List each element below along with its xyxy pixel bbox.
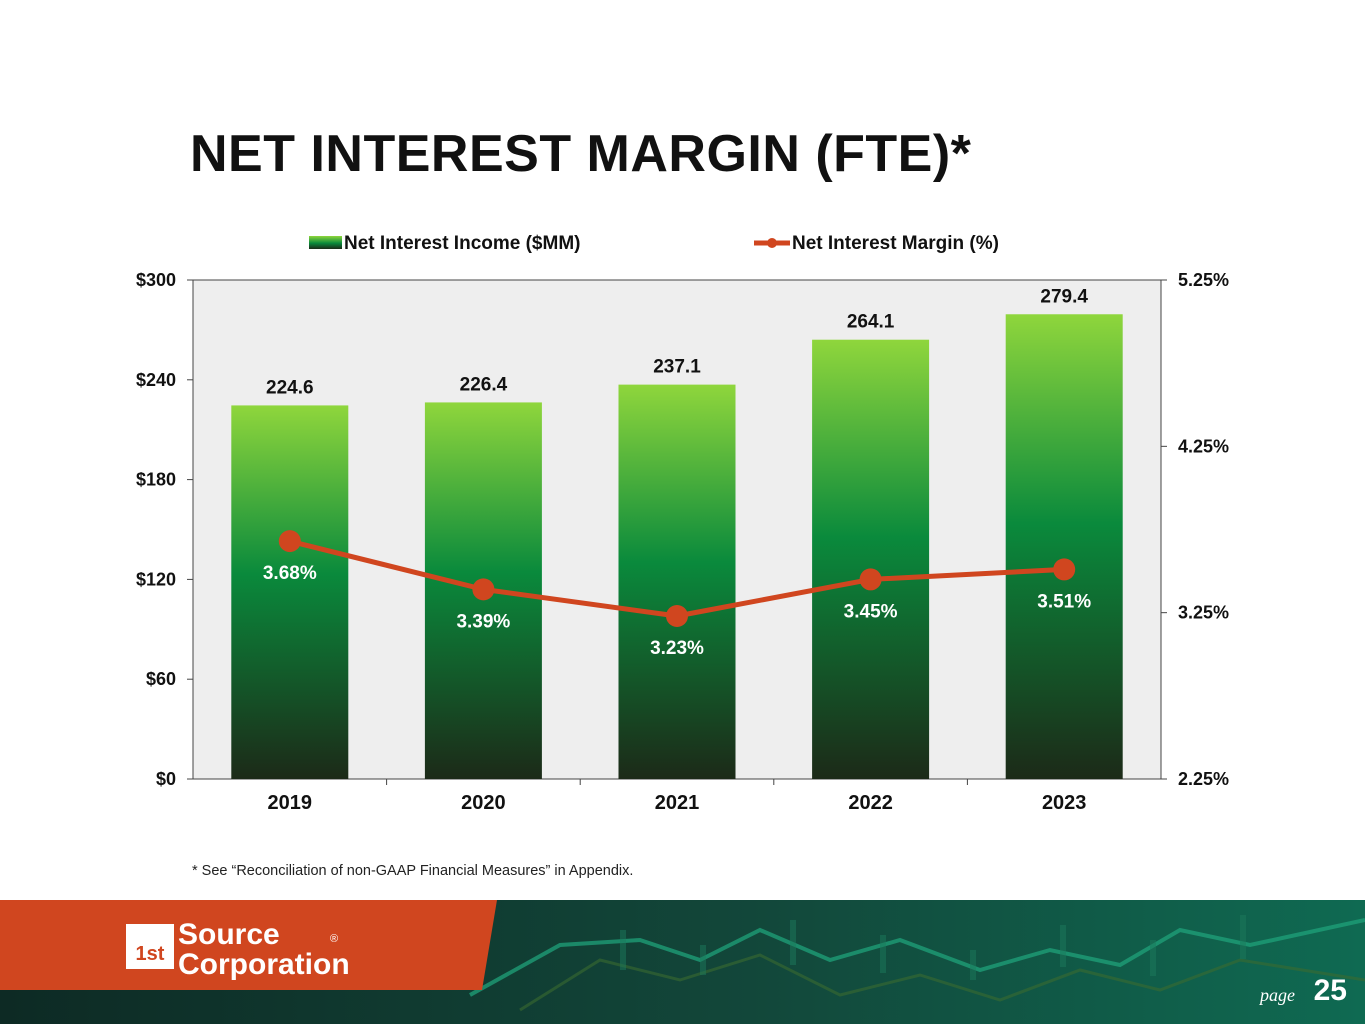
company-logo: 1st Source ® Corporation <box>126 918 350 981</box>
bar-2021 <box>618 384 736 779</box>
margin-value-label: 3.68% <box>263 563 317 584</box>
left-tick-label: $0 <box>156 769 176 789</box>
left-tick-label: $120 <box>136 569 176 589</box>
margin-point-2021 <box>666 604 688 627</box>
svg-text:1st: 1st <box>136 943 165 965</box>
legend-line-label: Net Interest Margin (%) <box>792 233 999 254</box>
margin-value-label: 3.51% <box>1037 591 1091 612</box>
footer-orange-band <box>0 900 497 990</box>
right-tick-label: 4.25% <box>1178 436 1229 456</box>
svg-text:®: ® <box>330 933 338 945</box>
bar-labels: 224.6 226.4 237.1 264.1 279.4 <box>266 286 1088 398</box>
line-points <box>278 530 1076 627</box>
footer-banner: 1st Source ® Corporation <box>0 900 1365 1024</box>
margin-point-2019 <box>278 530 301 553</box>
legend: Net Interest Income ($MM) Net Interest M… <box>309 233 999 254</box>
bar-value-label: 264.1 <box>847 312 895 333</box>
right-tick-label: 2.25% <box>1178 769 1229 789</box>
margin-value-label: 3.23% <box>650 638 704 659</box>
bar-2019 <box>231 405 349 779</box>
right-axis: 2.25% 3.25% 4.25% 5.25% <box>1161 270 1229 789</box>
margin-point-2022 <box>859 568 882 591</box>
page-label: page <box>1260 985 1295 1005</box>
x-tick-label: 2022 <box>848 792 893 814</box>
bar-2023 <box>1005 314 1123 779</box>
left-tick-label: $300 <box>136 270 176 290</box>
footer-background: 1st Source ® Corporation <box>0 900 1365 1024</box>
margin-point-2020 <box>472 578 495 601</box>
left-tick-label: $60 <box>146 669 176 689</box>
bar-value-label: 237.1 <box>653 357 701 378</box>
x-axis: 2019 2020 2021 2022 2023 <box>268 779 1087 814</box>
footnote: * See “Reconciliation of non-GAAP Financ… <box>192 863 634 879</box>
margin-point-2023 <box>1053 558 1076 581</box>
bar-value-label: 224.6 <box>266 377 314 398</box>
legend-bar-swatch <box>309 236 342 249</box>
left-tick-label: $240 <box>136 370 176 390</box>
legend-line-marker <box>767 238 777 248</box>
svg-text:Corporation: Corporation <box>178 948 350 981</box>
left-axis: $0 $60 $120 $180 $240 $300 <box>136 270 193 789</box>
x-tick-label: 2023 <box>1042 792 1087 814</box>
bar-value-label: 279.4 <box>1040 286 1088 307</box>
legend-bar-label: Net Interest Income ($MM) <box>344 233 580 254</box>
stock-chart-decoration <box>469 918 1365 997</box>
margin-value-label: 3.45% <box>844 601 898 622</box>
x-tick-label: 2021 <box>655 792 700 814</box>
left-tick-label: $180 <box>136 470 176 490</box>
right-tick-label: 5.25% <box>1178 270 1229 290</box>
bars <box>231 314 1123 779</box>
x-tick-label: 2019 <box>268 792 313 814</box>
margin-value-label: 3.39% <box>456 611 510 632</box>
svg-text:Source: Source <box>178 918 280 951</box>
line-labels: 3.68% 3.39% 3.23% 3.45% 3.51% <box>263 563 1091 659</box>
chart: Net Interest Income ($MM) Net Interest M… <box>136 233 1229 814</box>
bar-value-label: 226.4 <box>460 374 508 395</box>
bar-2022 <box>812 339 930 779</box>
x-tick-label: 2020 <box>461 792 506 814</box>
page-title: NET INTEREST MARGIN (FTE)* <box>190 125 972 183</box>
right-tick-label: 3.25% <box>1178 603 1229 623</box>
page-number: 25 <box>1313 974 1347 1007</box>
